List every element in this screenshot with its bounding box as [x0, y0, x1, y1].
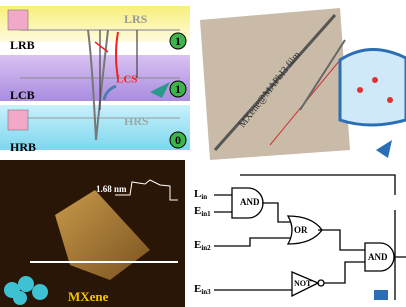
- level: 1: [175, 82, 181, 96]
- input-label: Ein2: [194, 239, 211, 252]
- afm-panel: 1.68 nm MXene: [0, 160, 185, 307]
- level: 1: [175, 34, 181, 48]
- input-sub: in1: [201, 210, 211, 218]
- state-label: HRS: [124, 114, 149, 128]
- input-label: Lin: [194, 188, 207, 201]
- gate: AND: [368, 252, 388, 262]
- band-label: HRB: [10, 140, 36, 154]
- input-sub: in2: [201, 244, 211, 252]
- height-label: 1.68 nm: [96, 184, 127, 194]
- gate: AND: [240, 197, 260, 207]
- input-label: Ein1: [194, 205, 211, 218]
- gate: NOT: [294, 279, 312, 288]
- input-label: Ein3: [194, 283, 211, 296]
- band-label: LRB: [10, 38, 35, 52]
- input-sub: in: [201, 193, 207, 201]
- material-label: MXene: [68, 289, 109, 304]
- level: 0: [175, 133, 181, 147]
- input-sub: in3: [201, 288, 211, 296]
- gate: OR: [294, 225, 308, 235]
- state-label: LCS: [116, 74, 137, 86]
- band-label: LCB: [10, 88, 35, 102]
- logic-circuit: AND OR AND NOT Lin Ein1 Ein2 Ein3: [194, 175, 406, 300]
- input-name: E: [194, 239, 201, 251]
- input-name: L: [194, 188, 201, 200]
- band-diagram: LRB LCB HRB LRS LCS HRS 1 1 0: [0, 6, 190, 154]
- input-name: E: [194, 283, 201, 295]
- photo-panel: MXene@MAPbI3 film: [200, 8, 406, 160]
- figure: LRB LCB HRB LRS LCS HRS 1 1 0 MXene@MAPb…: [0, 0, 406, 307]
- state-label: LRS: [124, 12, 148, 26]
- input-name: E: [194, 205, 201, 217]
